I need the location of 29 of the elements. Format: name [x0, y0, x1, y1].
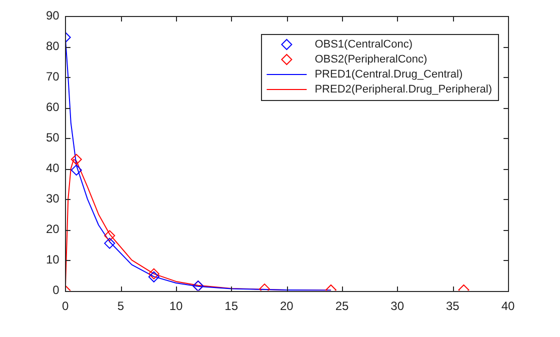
y-tick-label: 90: [46, 8, 60, 22]
y-tick-label: 50: [46, 130, 60, 144]
point: [148, 271, 160, 282]
y-tick-label: 70: [46, 69, 60, 84]
x-tick-label: 15: [224, 299, 238, 314]
y-tick-label: 0: [52, 282, 60, 297]
point: [70, 154, 82, 165]
y-tick-label: 40: [46, 160, 60, 175]
y-tick-label: 10: [46, 252, 60, 266]
x-tick-label: 10: [169, 299, 184, 314]
y-tick-label: 20: [46, 222, 60, 236]
x-tick-label: 0: [62, 299, 70, 314]
point: [104, 238, 116, 249]
x-tick-label: 35: [446, 299, 460, 314]
legend-label: OBS1(CentralConc): [314, 38, 413, 51]
x-tick-label: 40: [501, 299, 515, 314]
y-tick-label: 80: [46, 38, 60, 53]
point: [148, 268, 160, 280]
legend-label: PRED2(Peripheral.Drug_Peripheral): [314, 84, 492, 96]
y-tick-label: 60: [46, 100, 60, 114]
legend-label: OBS2(PeripheralConc): [314, 54, 428, 66]
x-tick-label: 20: [280, 299, 294, 314]
legend-label: PRED1(Central.Drug_Central): [314, 68, 463, 81]
x-tick-label: 5: [117, 299, 124, 314]
x-tick-label: 30: [390, 299, 404, 314]
point: [70, 164, 82, 176]
y-tick-label: 30: [46, 191, 60, 206]
x-tick-label: 25: [335, 299, 349, 314]
point: [104, 230, 116, 242]
